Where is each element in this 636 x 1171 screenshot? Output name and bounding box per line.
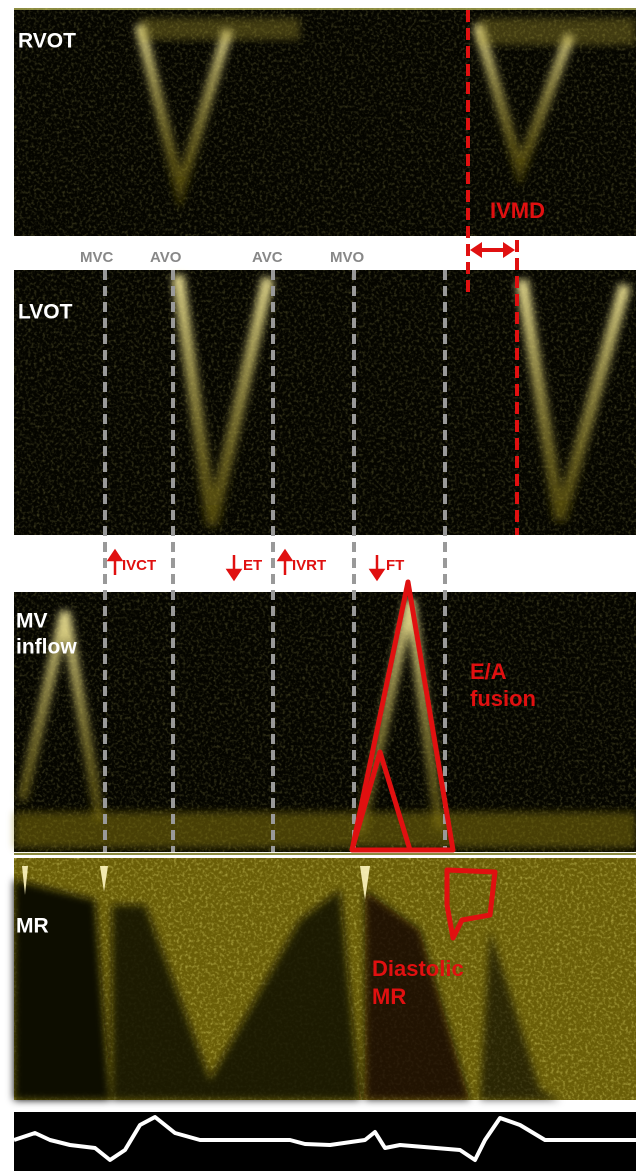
ecg-panel xyxy=(13,1112,636,1171)
panel-label: MR xyxy=(16,915,49,938)
panel-label: LVOT xyxy=(18,301,73,324)
diastolic-mr-label: Diastolic xyxy=(372,956,464,981)
ivmd-arrow xyxy=(470,242,515,258)
event-label: MVC xyxy=(80,249,114,266)
ea-label: fusion xyxy=(470,686,536,711)
mv-inflow-panel: MV inflow xyxy=(14,592,636,852)
event-label: AVC xyxy=(252,249,283,266)
event-label: AVO xyxy=(150,249,182,266)
panel-label: inflow xyxy=(16,636,77,659)
panel-label: RVOT xyxy=(18,30,76,53)
lvot-panel: LVOT xyxy=(14,270,636,535)
interval-arrows xyxy=(106,548,386,582)
panel-label: MV xyxy=(16,610,48,633)
interval-label: ET xyxy=(243,557,262,574)
interval-label: IVRT xyxy=(292,557,326,574)
diastolic-mr-label: MR xyxy=(372,984,406,1009)
diastolic-mr-outline xyxy=(444,867,498,941)
mr-panel: MR xyxy=(14,858,636,1100)
timing-lines xyxy=(103,270,447,852)
rvot-panel: RVOT xyxy=(14,8,636,236)
event-label: MVO xyxy=(330,249,365,266)
ea-label: E/A xyxy=(470,659,507,684)
interval-label: FT xyxy=(386,557,404,574)
ivmd-lines xyxy=(466,10,519,535)
ivmd-label: IVMD xyxy=(490,198,545,223)
ea-outline xyxy=(349,579,456,853)
interval-label: IVCT xyxy=(122,557,156,574)
